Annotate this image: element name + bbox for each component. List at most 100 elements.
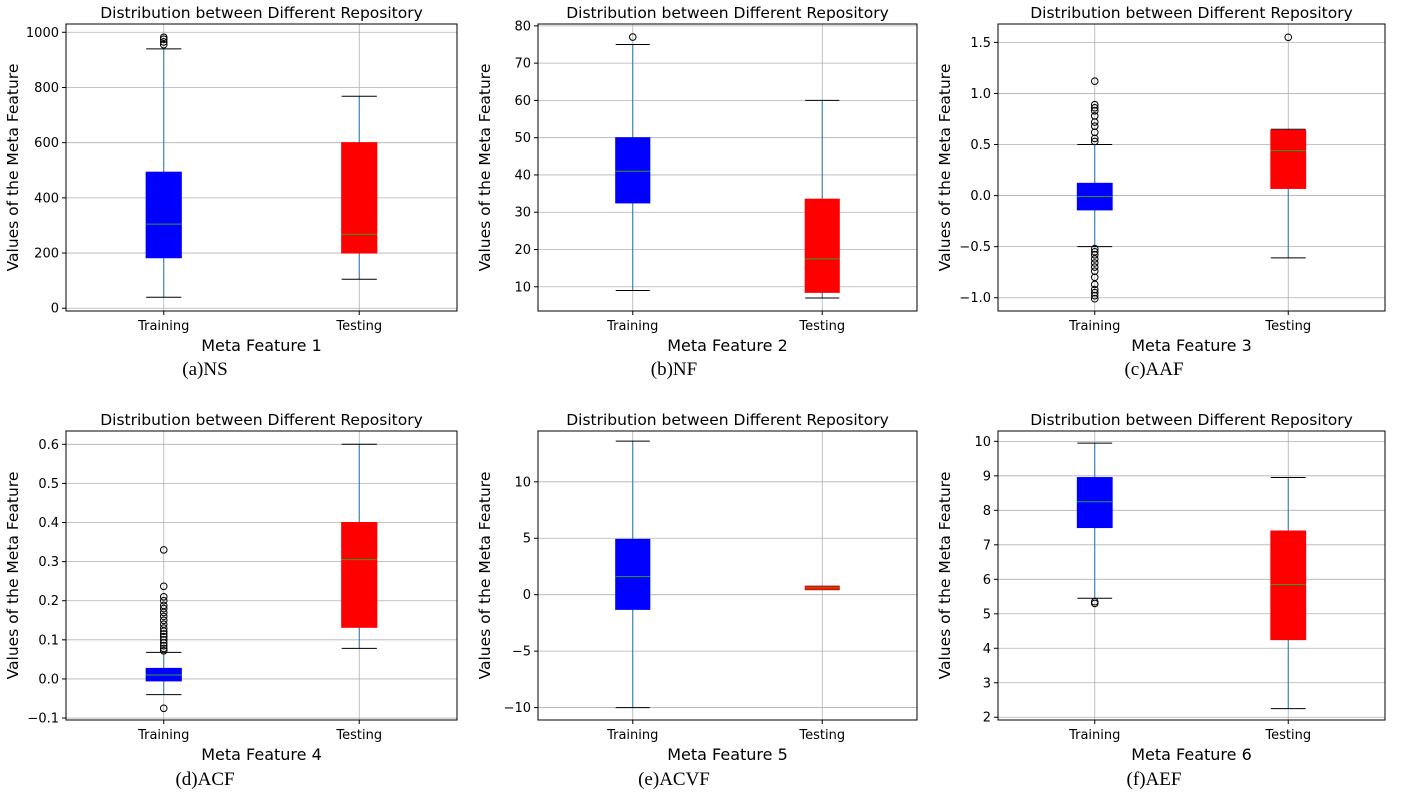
box-training (1076, 477, 1113, 529)
y-tick-label: 20 (514, 243, 531, 258)
chart-title: Distribution between Different Repositor… (1030, 411, 1353, 429)
y-tick-label: 5 (523, 532, 531, 547)
y-tick-label: 800 (34, 81, 59, 96)
outlier-point (1090, 103, 1099, 112)
x-axis-label: Meta Feature 6 (1131, 745, 1252, 764)
outlier-point (1090, 280, 1099, 289)
subfigure-caption: (d)ACF (175, 769, 235, 790)
y-tick-label: 0.6 (38, 438, 59, 453)
x-tick-label: Testing (798, 319, 845, 334)
x-tick-label: Training (606, 319, 658, 334)
x-tick-label: Training (137, 319, 189, 334)
outlier-point (159, 636, 168, 644)
y-tick-label: 80 (514, 19, 531, 34)
y-tick-label: 200 (34, 247, 59, 262)
outlier-point (1090, 251, 1099, 259)
outlier-point (159, 624, 168, 632)
chart-title: Distribution between Different Repositor… (100, 4, 423, 22)
outlier-point (1090, 273, 1099, 282)
box-training (145, 171, 182, 259)
x-tick-label: Testing (798, 728, 845, 743)
y-tick-label: 10 (514, 475, 531, 490)
outlier-point (1090, 259, 1099, 267)
y-tick-label: 0.5 (38, 477, 59, 492)
outlier-point (159, 596, 168, 605)
outlier-point (159, 704, 168, 713)
outlier-point (159, 546, 168, 554)
x-axis-label: Meta Feature 5 (667, 745, 788, 764)
y-tick-label: 400 (34, 191, 59, 206)
x-tick-label: Testing (335, 319, 382, 334)
y-tick-label: 0.0 (38, 672, 59, 687)
y-tick-label: 9 (983, 469, 991, 484)
axes-frame (997, 430, 1386, 721)
y-tick-label: 8 (983, 504, 991, 519)
y-tick-label: −1.0 (959, 291, 991, 306)
y-tick-label: 7 (983, 538, 991, 553)
y-tick-label: 10 (974, 435, 991, 450)
y-tick-label: −5 (512, 645, 531, 660)
y-tick-label: 60 (514, 94, 531, 109)
outlier-point (1090, 100, 1099, 109)
y-tick-label: −0.1 (27, 712, 59, 727)
y-tick-label: 0.0 (970, 189, 991, 204)
outlier-point (1090, 112, 1099, 120)
chart-title: Distribution between Different Repositor… (1030, 4, 1353, 22)
chart-panel: −0.1 0.0 0.1 0.2 0.3 0.4 0.5 0.6 Training Testing… (4, 411, 458, 764)
chart-panel: 0 200 400 600 800 1000 Training Testing Distribu… (4, 4, 458, 355)
axes-frame (997, 23, 1386, 312)
y-tick-label: 30 (514, 206, 531, 221)
box-testing (341, 142, 378, 254)
x-tick-label: Training (1068, 319, 1120, 334)
y-tick-label: −10 (504, 701, 531, 716)
x-tick-label: Training (606, 728, 658, 743)
y-axis-label: Values of the Meta Feature (4, 472, 22, 680)
y-tick-label: 0.5 (970, 138, 991, 153)
outlier-point (159, 646, 168, 655)
axes-frame (65, 23, 458, 312)
y-tick-label: 0.2 (38, 594, 59, 609)
chart-title: Distribution between Different Repositor… (566, 4, 889, 22)
chart-title: Distribution between Different Repositor… (100, 411, 423, 429)
x-axis-label: Meta Feature 1 (201, 336, 322, 355)
chart-panel: −1.0 −0.5 0.0 0.5 1.0 1.5 Training Testing Distr… (936, 4, 1386, 355)
outlier-point (159, 644, 168, 653)
outlier-point (159, 40, 168, 49)
x-tick-label: Testing (335, 728, 382, 743)
outlier-point (159, 612, 168, 621)
y-axis-label: Values of the Meta Feature (476, 64, 494, 272)
box-testing (804, 198, 840, 293)
y-axis-label: Values of the Meta Feature (936, 472, 954, 680)
x-axis-label: Meta Feature 3 (1131, 336, 1252, 355)
outlier-point (159, 641, 168, 650)
subfigure-caption: (a)NS (182, 359, 228, 380)
outlier-point (159, 620, 168, 628)
y-tick-label: 0.4 (38, 516, 59, 531)
chart-panel: −10 −5 0 5 10 Training Testing Distribution bet… (476, 411, 918, 764)
outlier-point (1090, 597, 1099, 606)
outlier-point (1090, 247, 1099, 256)
outlier-point (159, 632, 168, 641)
subfigure-caption: (c)AAF (1124, 359, 1184, 380)
box-training (615, 137, 651, 204)
outlier-point (1090, 77, 1099, 85)
y-tick-label: 5 (983, 607, 991, 622)
y-axis-label: Values of the Meta Feature (4, 64, 22, 272)
outlier-point (159, 38, 168, 46)
y-tick-label: 40 (514, 168, 531, 183)
axes-frame (537, 23, 918, 312)
outlier-point (1284, 33, 1293, 42)
box-training (615, 538, 651, 610)
outlier-point (159, 630, 168, 638)
chart-title: Distribution between Different Repositor… (566, 411, 889, 429)
y-tick-label: 1.0 (970, 87, 991, 102)
x-axis-label: Meta Feature 2 (667, 336, 788, 355)
y-tick-label: −0.5 (959, 240, 991, 255)
y-tick-label: 4 (983, 642, 991, 657)
y-tick-label: 1.5 (970, 36, 991, 51)
y-tick-label: 0.3 (38, 555, 59, 570)
y-tick-label: 3 (983, 676, 991, 691)
subfigure-caption: (e)ACVF (638, 769, 710, 790)
box-testing (1270, 530, 1307, 641)
